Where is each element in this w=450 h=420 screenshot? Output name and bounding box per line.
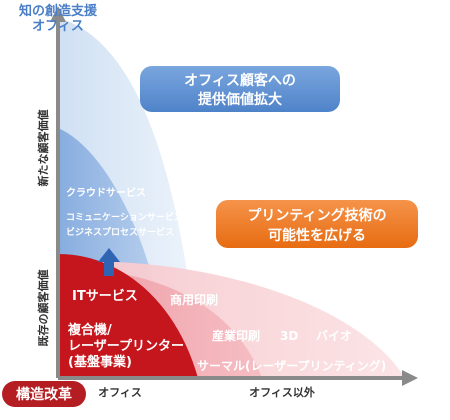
y-axis-arrow-icon [50,6,66,22]
bio-label: バイオ [316,329,352,343]
y-axis-lower-label: 既存の顧客価値 [36,270,50,347]
mfp-label-line1: 複合機/ [67,322,112,338]
commercial-printing-label: 商用印刷 [170,292,218,307]
business-process-service-label: ビジネスプロセスサービス [66,226,174,238]
mfp-label-line2: レーザープリンター [68,339,184,354]
reform-badge [2,381,86,407]
reform-badge-label: 構造改革 [16,386,72,403]
thermal-label: サーマル(レーザープリンティング) [197,358,386,373]
top-label-line2: オフィス [32,19,84,34]
office-value-callout [140,66,340,112]
mfp-label-line3: (基盤事業) [68,354,132,370]
office-callout-line1: オフィス顧客への [184,72,296,89]
x-axis-office-label: オフィス [98,386,142,399]
printing-callout-line2: 可能性を広げる [268,227,366,244]
printing-callout [216,200,418,248]
3d-label: 3D [280,329,298,343]
y-axis-upper-label: 新たな顧客価値 [36,110,50,187]
it-service-label: ITサービス [72,288,138,304]
core-business-region [58,254,198,378]
communication-service-label: コミュニケーションサービス/ [66,211,187,223]
printing-callout-line1: プリンティング技術の [247,207,386,224]
top-label-line1: 知の創造支援 [19,3,98,19]
office-callout-line2: 提供価値拡大 [198,91,282,108]
industrial-printing-label: 産業印刷 [212,328,260,343]
x-axis-outside-label: オフィス以外 [249,385,315,399]
x-axis-arrow-icon [402,370,418,386]
growth-arrow-icon [98,248,120,276]
cloud-service-label: クラウドサービス [66,186,146,199]
